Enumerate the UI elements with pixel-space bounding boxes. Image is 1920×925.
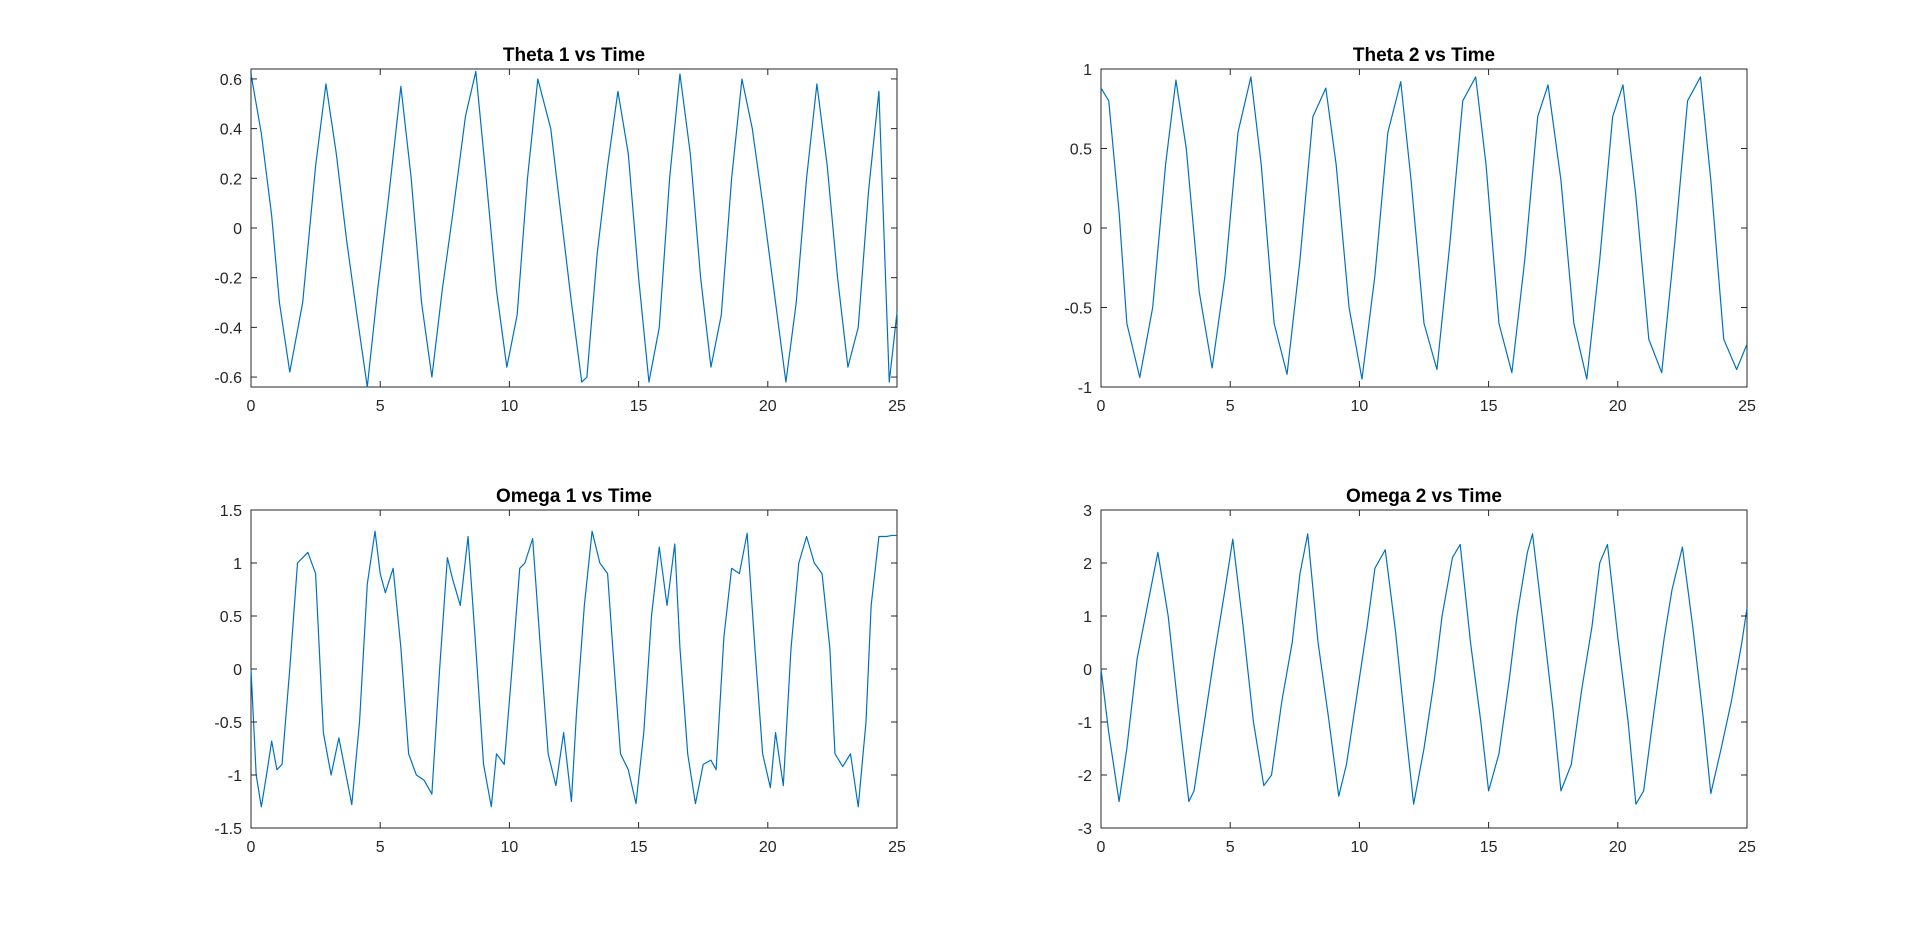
x-tick-label: 5 [376, 398, 385, 415]
y-tick-label: -1 [1078, 715, 1092, 732]
x-tick-label: 15 [1480, 398, 1498, 415]
y-tick-label: 0.5 [1070, 142, 1092, 159]
x-tick-label: 25 [888, 839, 906, 856]
x-tick-label: 25 [1738, 398, 1756, 415]
y-tick-label: -1 [1078, 380, 1092, 397]
x-tick-label: 20 [1609, 839, 1627, 856]
subplot-2: 0 5 10 15 20 25 -1 -0.5 0 0.5 1 Theta 2 vs Time [1064, 45, 1756, 415]
y-tick-label: -3 [1078, 821, 1092, 838]
x-tick-label: 10 [501, 398, 519, 415]
x-tick-label: 10 [501, 839, 519, 856]
x-tick-label: 0 [1097, 398, 1106, 415]
y-tick-label: -0.5 [1064, 301, 1092, 318]
y-tick-label: -0.2 [214, 271, 242, 288]
y-tick-label: 0.5 [220, 609, 242, 626]
x-tick-label: 20 [1609, 398, 1627, 415]
y-tick-label: 3 [1083, 503, 1092, 520]
series-line [1100, 533, 1748, 805]
y-tick-label: 1.5 [220, 503, 242, 520]
chart-title: Theta 2 vs Time [1353, 45, 1495, 66]
y-tick-label: -1.5 [214, 821, 242, 838]
x-tick-label: 5 [1226, 839, 1235, 856]
y-tick-label: 1 [1083, 609, 1092, 626]
x-tick-label: 20 [759, 398, 777, 415]
x-tick-label: 15 [630, 398, 648, 415]
x-tick-label: 10 [1351, 839, 1369, 856]
y-tick-label: -0.5 [214, 715, 242, 732]
x-tick-label: 0 [1097, 839, 1106, 856]
chart-title: Omega 1 vs Time [496, 486, 652, 507]
x-tick-label: 15 [1480, 839, 1498, 856]
y-tick-label: 0 [233, 221, 242, 238]
y-tick-label: 2 [1083, 556, 1092, 573]
y-tick-label: -2 [1078, 768, 1092, 785]
axes-box [1100, 68, 1748, 388]
y-tick-label: 1 [1083, 62, 1092, 79]
series-line [250, 530, 897, 808]
y-tick-label: 0 [233, 662, 242, 679]
x-tick-label: 25 [1738, 839, 1756, 856]
subplot-3: 0 5 10 15 20 25 -1.5 -1 -0.5 0 0.5 1 1.5 Omega 1 vs T… [214, 486, 906, 856]
x-tick-label: 5 [376, 839, 385, 856]
y-tick-label: -0.6 [214, 370, 242, 387]
x-tick-label: 5 [1226, 398, 1235, 415]
series-line [250, 70, 898, 388]
x-tick-label: 15 [630, 839, 648, 856]
chart-title: Theta 1 vs Time [503, 45, 645, 66]
y-tick-label: 0.4 [220, 122, 242, 139]
series-line [1100, 76, 1748, 380]
y-tick-label: 0 [1083, 662, 1092, 679]
y-tick-label: -1 [228, 768, 242, 785]
axes-box [250, 68, 898, 388]
subplot-1: 0 5 10 15 20 25 -0.6 -0.4 -0.2 0 0.2 0.4 0.6 Theta 1 … [214, 45, 906, 415]
subplot-4: 0 5 10 15 20 25 -3 -2 -1 0 1 2 3 Omega 2 vs Time [1078, 486, 1756, 856]
x-tick-label: 0 [247, 839, 256, 856]
x-tick-label: 20 [759, 839, 777, 856]
y-tick-label: 0.2 [220, 171, 242, 188]
chart-title: Omega 2 vs Time [1346, 486, 1502, 507]
x-tick-label: 10 [1351, 398, 1369, 415]
y-tick-label: 0.6 [220, 72, 242, 89]
y-tick-label: 0 [1083, 221, 1092, 238]
axes-box [1100, 509, 1748, 829]
x-tick-label: 25 [888, 398, 906, 415]
y-tick-label: -0.4 [214, 320, 242, 337]
x-tick-label: 0 [247, 398, 256, 415]
y-tick-label: 1 [233, 556, 242, 573]
